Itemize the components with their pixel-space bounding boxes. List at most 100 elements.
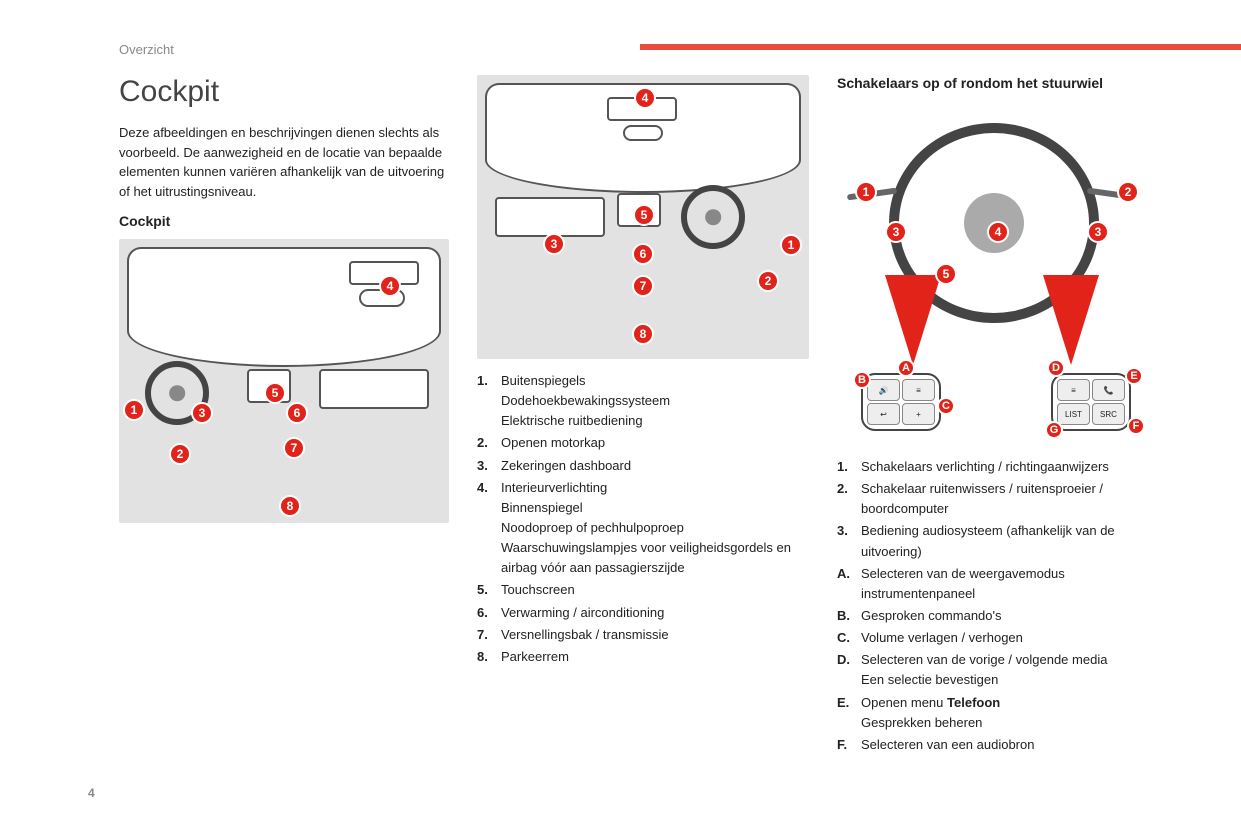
list-item-marker: E. xyxy=(837,693,861,733)
list-item-text: Zekeringen dashboard xyxy=(501,456,809,476)
list-item-marker: 7. xyxy=(477,625,501,645)
callout-badge: A xyxy=(897,359,915,377)
list-item-text: Versnellingsbak / transmissie xyxy=(501,625,809,645)
list-item-marker: 3. xyxy=(837,521,861,561)
list-item: 6.Verwarming / airconditioning xyxy=(477,603,809,623)
callout-badge: 2 xyxy=(757,270,779,292)
list-item-marker: F. xyxy=(837,735,861,755)
list-item-marker: D. xyxy=(837,650,861,690)
list-item-text: Volume verlagen / verhogen xyxy=(861,628,1147,648)
list-item-text: BuitenspiegelsDodehoekbewakingssysteemEl… xyxy=(501,371,809,431)
glovebox xyxy=(319,369,429,409)
callout-badge: D xyxy=(1047,359,1065,377)
illustration-cockpit-right: 4 5 3 6 2 7 1 8 xyxy=(477,75,809,359)
columns: Cockpit Deze afbeeldingen en beschrijvin… xyxy=(119,75,1151,757)
callout-badge: 3 xyxy=(191,402,213,424)
pointer-right xyxy=(1043,275,1099,365)
callout-badge: E xyxy=(1125,367,1143,385)
callout-badge: 7 xyxy=(283,437,305,459)
callout-badge: 2 xyxy=(169,443,191,465)
list-item: F.Selecteren van een audiobron xyxy=(837,735,1147,755)
callout-badge: 7 xyxy=(632,275,654,297)
list-item: 5.Touchscreen xyxy=(477,580,809,600)
list-item-text: Bediening audiosysteem (afhankelijk van … xyxy=(861,521,1147,561)
callout-badge: 4 xyxy=(379,275,401,297)
list-item-marker: 2. xyxy=(477,433,501,453)
callout-badge: 6 xyxy=(632,243,654,265)
callout-badge: 5 xyxy=(633,204,655,226)
button-pad-left: 🔊≡↩+ xyxy=(861,373,941,431)
mirror xyxy=(623,125,663,141)
callout-badge: 1 xyxy=(780,234,802,256)
callout-badge: 1 xyxy=(123,399,145,421)
list-item-text: Schakelaars verlichting / richtingaanwij… xyxy=(861,457,1147,477)
list-item-marker: 5. xyxy=(477,580,501,600)
list-item-text: Selecteren van de vorige / volgende medi… xyxy=(861,650,1147,690)
callout-badge: 4 xyxy=(634,87,656,109)
callout-badge: 3 xyxy=(543,233,565,255)
list-item-marker: 4. xyxy=(477,478,501,579)
subhead-steering: Schakelaars op of rondom het stuurwiel xyxy=(837,75,1147,91)
button-pad-right: ≡📞LISTSRC xyxy=(1051,373,1131,431)
list-item: 3.Zekeringen dashboard xyxy=(477,456,809,476)
list-item: 2.Openen motorkap xyxy=(477,433,809,453)
callout-badge: 5 xyxy=(935,263,957,285)
list-item-text: Gesproken commando's xyxy=(861,606,1147,626)
callout-badge: 8 xyxy=(632,323,654,345)
list-item: 7.Versnellingsbak / transmissie xyxy=(477,625,809,645)
list-item: A.Selecteren van de weergavemodus instru… xyxy=(837,564,1147,604)
page-title: Cockpit xyxy=(119,75,449,109)
list-item-marker: 1. xyxy=(477,371,501,431)
list-item-text: Selecteren van een audiobron xyxy=(861,735,1147,755)
list-item-text: InterieurverlichtingBinnenspiegelNoodopr… xyxy=(501,478,809,579)
list-item: 1.Schakelaars verlichting / richtingaanw… xyxy=(837,457,1147,477)
cockpit-list: 1.BuitenspiegelsDodehoekbewakingssysteem… xyxy=(477,371,809,667)
list-item: 3.Bediening audiosysteem (afhankelijk va… xyxy=(837,521,1147,561)
list-item-marker: 8. xyxy=(477,647,501,667)
list-item: D.Selecteren van de vorige / volgende me… xyxy=(837,650,1147,690)
list-item-text: Openen menu TelefoonGesprekken beheren xyxy=(861,693,1147,733)
callout-badge: 3 xyxy=(1087,221,1109,243)
callout-badge: 2 xyxy=(1117,181,1139,203)
column-1: Cockpit Deze afbeeldingen en beschrijvin… xyxy=(119,75,449,757)
pointer-left xyxy=(885,275,941,365)
illustration-cockpit-left: 41356278 xyxy=(119,239,449,523)
callout-badge: F xyxy=(1127,417,1145,435)
page-number: 4 xyxy=(88,786,95,800)
header-accent-bar xyxy=(640,44,1241,50)
list-item-text: Parkeerrem xyxy=(501,647,809,667)
column-2: 4 5 3 6 2 7 1 8 1.BuitenspiegelsDodehoekbewakin… xyxy=(477,75,809,757)
steering-wheel xyxy=(681,185,745,249)
list-item: B.Gesproken commando's xyxy=(837,606,1147,626)
list-item-text: Openen motorkap xyxy=(501,433,809,453)
page: Overzicht Cockpit Deze afbeeldingen en b… xyxy=(0,0,1241,757)
illustration-steering: 🔊≡↩+ ≡📞LISTSRC 123345ABCDEFG xyxy=(837,105,1147,445)
list-item-marker: C. xyxy=(837,628,861,648)
list-item: C.Volume verlagen / verhogen xyxy=(837,628,1147,648)
callout-badge: 6 xyxy=(286,402,308,424)
list-item-text: Schakelaar ruitenwissers / ruitensproeie… xyxy=(861,479,1147,519)
list-item: 1.BuitenspiegelsDodehoekbewakingssysteem… xyxy=(477,371,809,431)
list-item-text: Touchscreen xyxy=(501,580,809,600)
list-item-marker: 3. xyxy=(477,456,501,476)
list-item-text: Selecteren van de weergavemodus instrume… xyxy=(861,564,1147,604)
list-item-marker: B. xyxy=(837,606,861,626)
list-item-text: Verwarming / airconditioning xyxy=(501,603,809,623)
list-item: 4.InterieurverlichtingBinnenspiegelNoodo… xyxy=(477,478,809,579)
list-item-marker: A. xyxy=(837,564,861,604)
callout-badge: 4 xyxy=(987,221,1009,243)
list-item-marker: 6. xyxy=(477,603,501,623)
list-item: E.Openen menu TelefoonGesprekken beheren xyxy=(837,693,1147,733)
intro-text: Deze afbeeldingen en beschrijvingen dien… xyxy=(119,123,449,201)
list-item: 2.Schakelaar ruitenwissers / ruitensproe… xyxy=(837,479,1147,519)
list-item-marker: 2. xyxy=(837,479,861,519)
callout-badge: 1 xyxy=(855,181,877,203)
list-item-marker: 1. xyxy=(837,457,861,477)
callout-badge: G xyxy=(1045,421,1063,439)
list-item: 8.Parkeerrem xyxy=(477,647,809,667)
callout-badge: C xyxy=(937,397,955,415)
callout-badge: 5 xyxy=(264,382,286,404)
callout-badge: 3 xyxy=(885,221,907,243)
subhead-cockpit: Cockpit xyxy=(119,213,449,229)
glovebox xyxy=(495,197,605,237)
